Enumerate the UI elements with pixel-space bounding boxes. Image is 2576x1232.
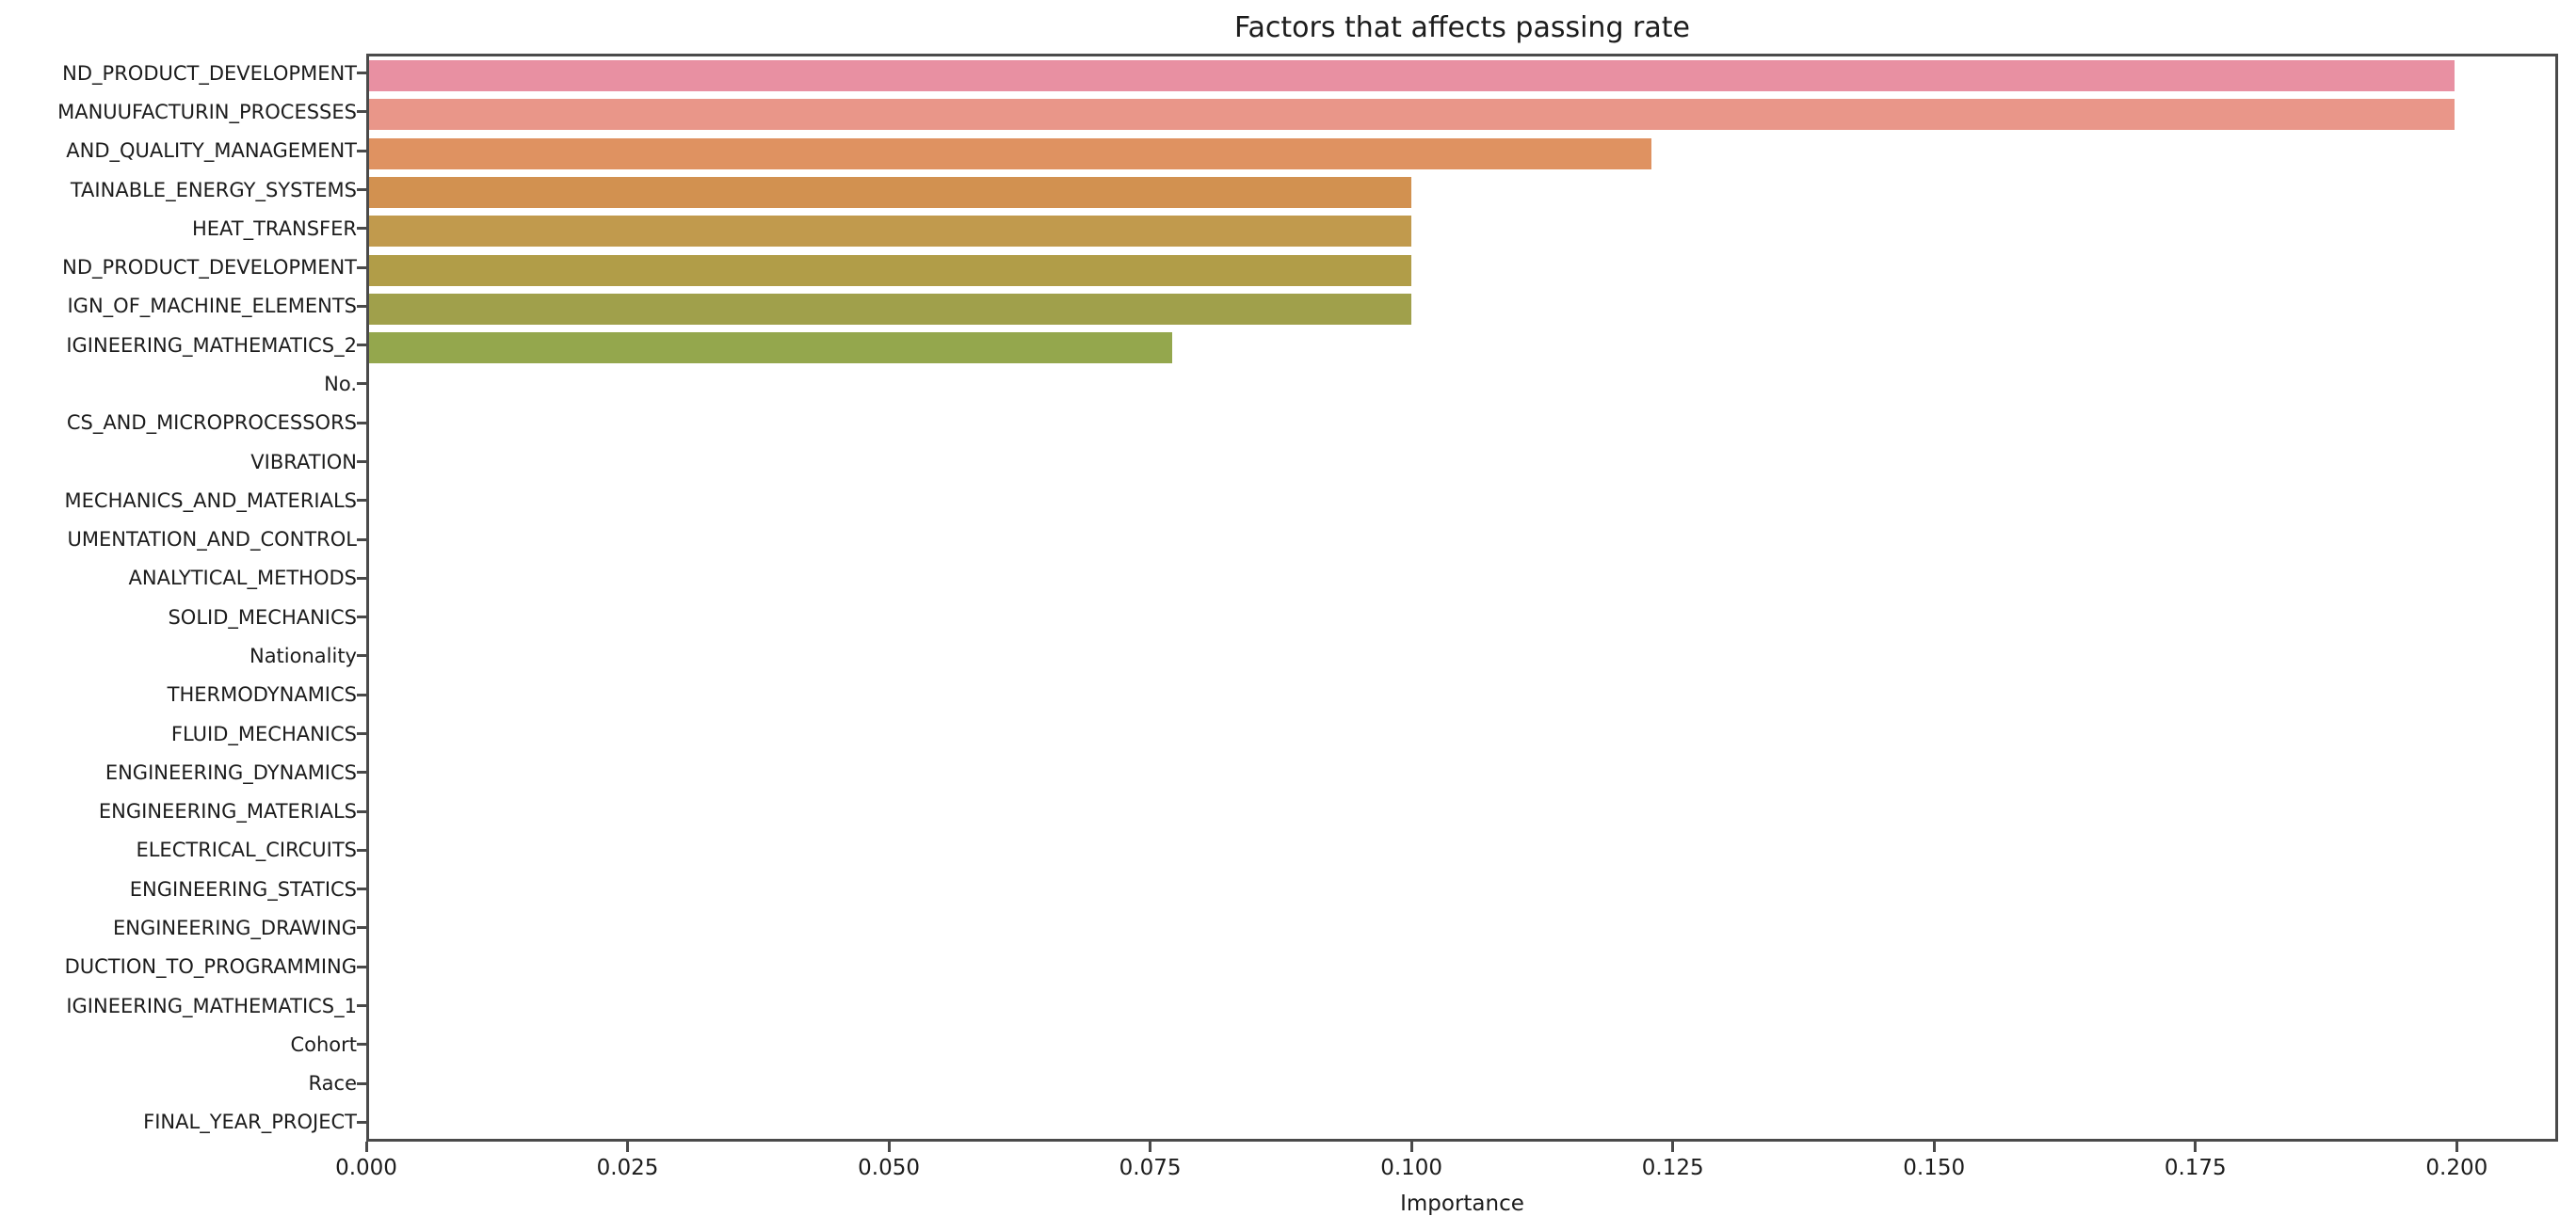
y-axis-tick — [357, 537, 366, 541]
y-axis-label: THERMODYNAMICS — [167, 683, 357, 707]
x-axis-tick — [1149, 1142, 1152, 1152]
y-axis-label: FLUID_MECHANICS — [170, 722, 357, 745]
y-axis-tick — [357, 110, 366, 114]
y-axis-tick — [357, 693, 366, 696]
x-axis-tick — [2455, 1142, 2458, 1152]
y-axis-tick — [357, 1120, 366, 1124]
y-axis-label: CS_AND_MICROPROCESSORS — [66, 411, 357, 435]
y-axis-label: ANALYTICAL_METHODS — [128, 567, 357, 590]
x-axis-tick — [626, 1142, 630, 1152]
y-axis-tick — [357, 304, 366, 308]
x-axis-tick-label: 0.175 — [2164, 1156, 2227, 1180]
y-axis-tick — [357, 1081, 366, 1085]
x-axis-tick — [1671, 1142, 1675, 1152]
y-axis-label: MANUUFACTURIN_PROCESSES — [57, 100, 357, 123]
bar — [369, 60, 2455, 92]
x-axis-tick-label: 0.025 — [596, 1156, 659, 1180]
x-axis-tick — [2194, 1142, 2198, 1152]
x-axis-tick-label: 0.125 — [1641, 1156, 1704, 1180]
y-axis-tick — [357, 809, 366, 813]
y-axis-label: IGINEERING_MATHEMATICS_1 — [66, 994, 357, 1017]
y-axis-tick — [357, 499, 366, 503]
y-axis-tick — [357, 344, 366, 347]
x-axis-tick-label: 0.000 — [335, 1156, 397, 1180]
bar — [369, 254, 1412, 286]
y-axis-label: No. — [324, 372, 357, 395]
x-axis-label: Importance — [1400, 1192, 1524, 1216]
y-axis-label: ENGINEERING_MATERIALS — [98, 800, 357, 824]
y-axis-tick — [357, 1043, 366, 1047]
y-axis-label: ENGINEERING_DRAWING — [112, 916, 357, 939]
y-axis-tick — [357, 149, 366, 152]
y-axis-tick — [357, 576, 366, 580]
y-axis-tick — [357, 616, 366, 619]
bar — [369, 332, 1172, 364]
y-axis-label: TAINABLE_ENERGY_SYSTEMS — [70, 178, 357, 201]
x-axis-tick — [887, 1142, 891, 1152]
y-axis-tick — [357, 72, 366, 75]
y-axis-label: SOLID_MECHANICS — [168, 605, 357, 629]
y-axis-label: ND_PRODUCT_DEVELOPMENT — [62, 256, 357, 280]
y-axis-tick — [357, 888, 366, 891]
y-axis-label: IGN_OF_MACHINE_ELEMENTS — [67, 295, 357, 318]
x-axis-tick — [1409, 1142, 1413, 1152]
y-axis-label: MECHANICS_AND_MATERIALS — [64, 488, 357, 512]
y-axis-label: Cohort — [290, 1032, 357, 1056]
y-axis-tick — [357, 421, 366, 424]
x-axis-tick-label: 0.075 — [1119, 1156, 1182, 1180]
x-axis-tick — [1932, 1142, 1936, 1152]
x-axis-tick — [364, 1142, 368, 1152]
y-axis-tick — [357, 848, 366, 852]
y-axis-label: FINAL_YEAR_PROJECT — [143, 1111, 357, 1134]
y-axis-tick — [357, 227, 366, 231]
chart-title: Factors that affects passing rate — [1234, 11, 1690, 44]
y-axis-label: ENGINEERING_DYNAMICS — [105, 760, 357, 784]
x-axis-tick-label: 0.200 — [2425, 1156, 2488, 1180]
y-axis-label: ENGINEERING_STATICS — [129, 877, 357, 901]
y-axis-label: AND_QUALITY_MANAGEMENT — [66, 139, 357, 163]
x-axis-tick-label: 0.050 — [858, 1156, 920, 1180]
bar — [369, 293, 1412, 325]
y-axis-tick — [357, 382, 366, 386]
y-axis-tick — [357, 265, 366, 269]
bar — [369, 176, 1412, 208]
y-axis-label: ELECTRICAL_CIRCUITS — [136, 839, 357, 862]
y-axis-tick — [357, 188, 366, 191]
bar — [369, 216, 1412, 248]
bar — [369, 99, 2455, 131]
y-axis-label: HEAT_TRANSFER — [191, 216, 357, 240]
y-axis-label: UMENTATION_AND_CONTROL — [67, 528, 357, 552]
y-axis-tick — [357, 1004, 366, 1007]
y-axis-tick — [357, 654, 366, 658]
y-axis-tick — [357, 460, 366, 463]
y-axis-label: Nationality — [249, 644, 357, 667]
y-axis-label: ND_PRODUCT_DEVELOPMENT — [62, 61, 357, 85]
y-axis-label: Race — [308, 1072, 357, 1096]
y-axis-tick — [357, 926, 366, 930]
bar — [369, 137, 1651, 169]
y-axis-tick — [357, 771, 366, 775]
x-axis-tick-label: 0.100 — [1380, 1156, 1443, 1180]
y-axis-tick — [357, 965, 366, 968]
x-axis-tick-label: 0.150 — [1903, 1156, 1966, 1180]
plot-area — [366, 54, 2558, 1142]
y-axis-label: VIBRATION — [250, 450, 357, 473]
y-axis-label: DUCTION_TO_PROGRAMMING — [64, 955, 357, 979]
y-axis-label: IGINEERING_MATHEMATICS_2 — [66, 333, 357, 357]
y-axis-tick — [357, 732, 366, 735]
